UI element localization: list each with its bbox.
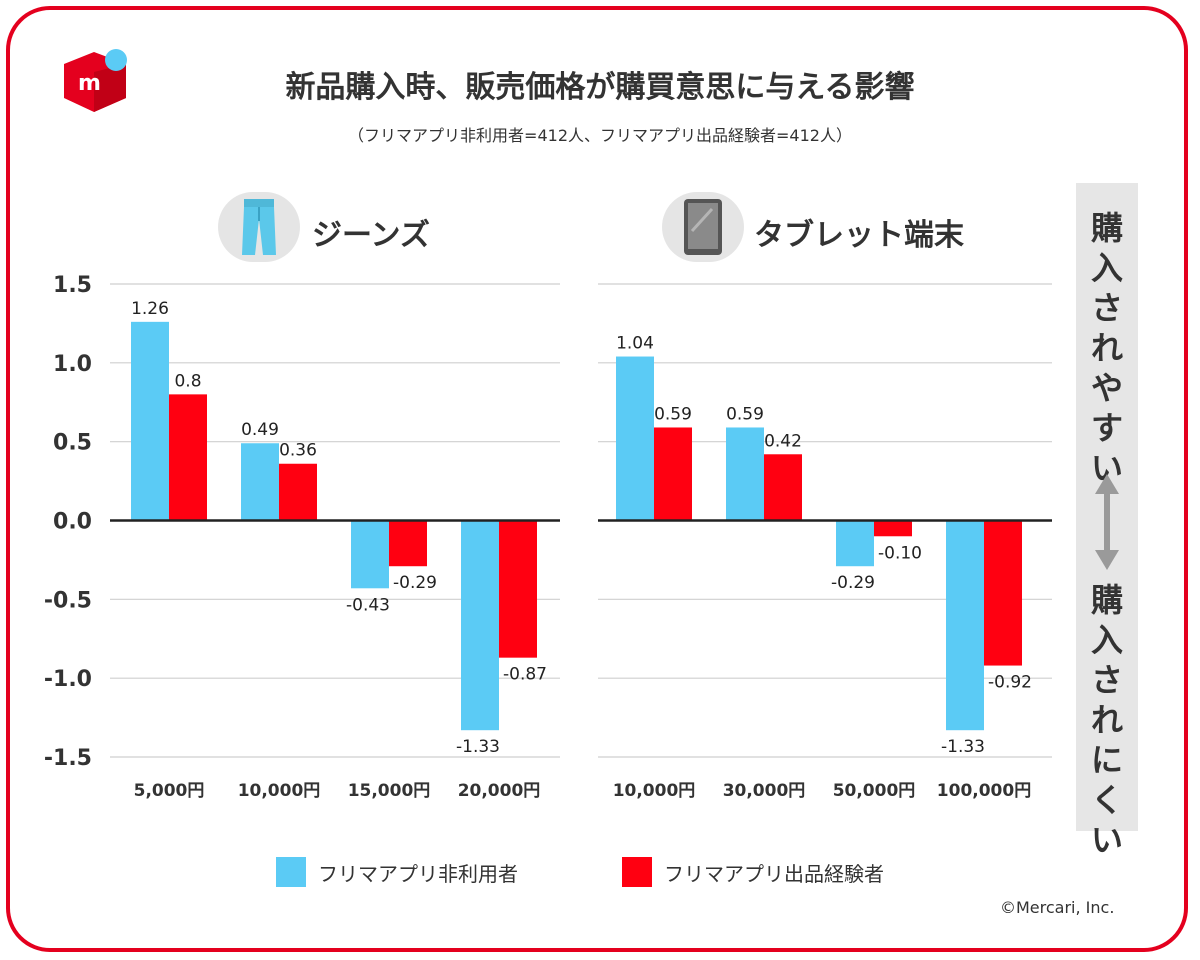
bar bbox=[169, 394, 207, 521]
bar bbox=[984, 520, 1022, 666]
x-tick-label: 100,000円 bbox=[937, 781, 1031, 801]
x-tick-label: 30,000円 bbox=[723, 781, 806, 801]
side-label-char: 購 bbox=[1090, 581, 1123, 619]
side-label-char: く bbox=[1090, 781, 1123, 819]
up-down-arrow-icon bbox=[1095, 474, 1119, 570]
data-label: -0.29 bbox=[393, 573, 437, 593]
data-label: -0.10 bbox=[878, 543, 922, 563]
side-label-char: 入 bbox=[1090, 621, 1123, 659]
side-label-hard-to-buy: 購入されにくい bbox=[1076, 580, 1138, 860]
bar bbox=[131, 321, 169, 521]
x-tick-label: 10,000円 bbox=[613, 781, 696, 801]
side-label-easy-to-buy: 購入されやすい bbox=[1076, 208, 1138, 488]
data-label: 1.26 bbox=[131, 299, 169, 319]
legend-swatch-seller bbox=[622, 857, 652, 887]
side-label-char: や bbox=[1090, 369, 1123, 407]
side-label-char: さ bbox=[1090, 289, 1123, 327]
card-frame bbox=[6, 6, 1188, 952]
copyright: ©Mercari, Inc. bbox=[1000, 898, 1115, 917]
data-label: 1.04 bbox=[616, 334, 654, 354]
side-label-char: れ bbox=[1090, 701, 1123, 739]
bar bbox=[616, 356, 654, 521]
x-tick-label: 10,000円 bbox=[238, 781, 321, 801]
data-label: -1.33 bbox=[941, 737, 985, 757]
legend-swatch-non-user bbox=[276, 857, 306, 887]
bar bbox=[499, 520, 537, 658]
x-tick-label: 50,000円 bbox=[833, 781, 916, 801]
bar bbox=[389, 520, 427, 567]
bar bbox=[654, 427, 692, 521]
y-tick-label: -0.5 bbox=[44, 588, 92, 613]
bar bbox=[836, 520, 874, 567]
x-tick-label: 15,000円 bbox=[348, 781, 431, 801]
y-tick-label: 1.5 bbox=[53, 273, 92, 298]
y-tick-label: 0.0 bbox=[53, 510, 92, 535]
data-label: 0.42 bbox=[764, 431, 802, 451]
side-label-char: い bbox=[1090, 821, 1123, 859]
data-label: -0.92 bbox=[988, 673, 1032, 693]
data-label: -1.33 bbox=[456, 737, 500, 757]
side-label-char: 入 bbox=[1090, 249, 1123, 287]
data-label: 0.59 bbox=[726, 404, 764, 424]
y-tick-label: -1.0 bbox=[44, 667, 92, 692]
panel-title-tablet: タブレット端末 bbox=[754, 218, 964, 253]
data-label: 0.8 bbox=[174, 371, 201, 391]
y-tick-label: 1.0 bbox=[53, 352, 92, 377]
bar bbox=[279, 463, 317, 521]
data-label: -0.87 bbox=[503, 665, 547, 685]
side-label-char: さ bbox=[1090, 661, 1123, 699]
side-label-char: れ bbox=[1090, 329, 1123, 367]
y-tick-label: 0.5 bbox=[53, 431, 92, 456]
x-tick-label: 5,000円 bbox=[134, 781, 205, 801]
mercari-logo-icon: m bbox=[64, 49, 127, 112]
data-label: -0.43 bbox=[346, 595, 390, 615]
bar bbox=[726, 427, 764, 521]
side-label-char: に bbox=[1090, 741, 1123, 779]
bar bbox=[946, 520, 984, 731]
bar bbox=[461, 520, 499, 731]
data-label: 0.49 bbox=[241, 420, 279, 440]
tablet-icon bbox=[684, 199, 722, 255]
bar bbox=[351, 520, 389, 589]
data-label: 0.36 bbox=[279, 441, 317, 461]
data-label: 0.59 bbox=[654, 404, 692, 424]
bar bbox=[241, 443, 279, 521]
panel-title-jeans: ジーンズ bbox=[312, 218, 430, 253]
x-tick-label: 20,000円 bbox=[458, 781, 541, 801]
side-label-char: す bbox=[1090, 409, 1123, 447]
page-title: 新品購入時、販売価格が購買意思に与える影響 bbox=[285, 70, 915, 105]
y-tick-label: -1.5 bbox=[44, 746, 92, 771]
bar bbox=[874, 520, 912, 537]
jeans-icon bbox=[242, 199, 276, 255]
page-subtitle: （フリマアプリ非利用者=412人、フリマアプリ出品経験者=412人） bbox=[348, 126, 852, 145]
legend-label-non-user: フリマアプリ非利用者 bbox=[318, 862, 518, 886]
data-label: -0.29 bbox=[831, 573, 875, 593]
side-label-char: 購 bbox=[1090, 209, 1123, 247]
svg-text:m: m bbox=[78, 71, 101, 96]
legend-label-seller: フリマアプリ出品経験者 bbox=[664, 862, 884, 886]
bar bbox=[764, 454, 802, 521]
